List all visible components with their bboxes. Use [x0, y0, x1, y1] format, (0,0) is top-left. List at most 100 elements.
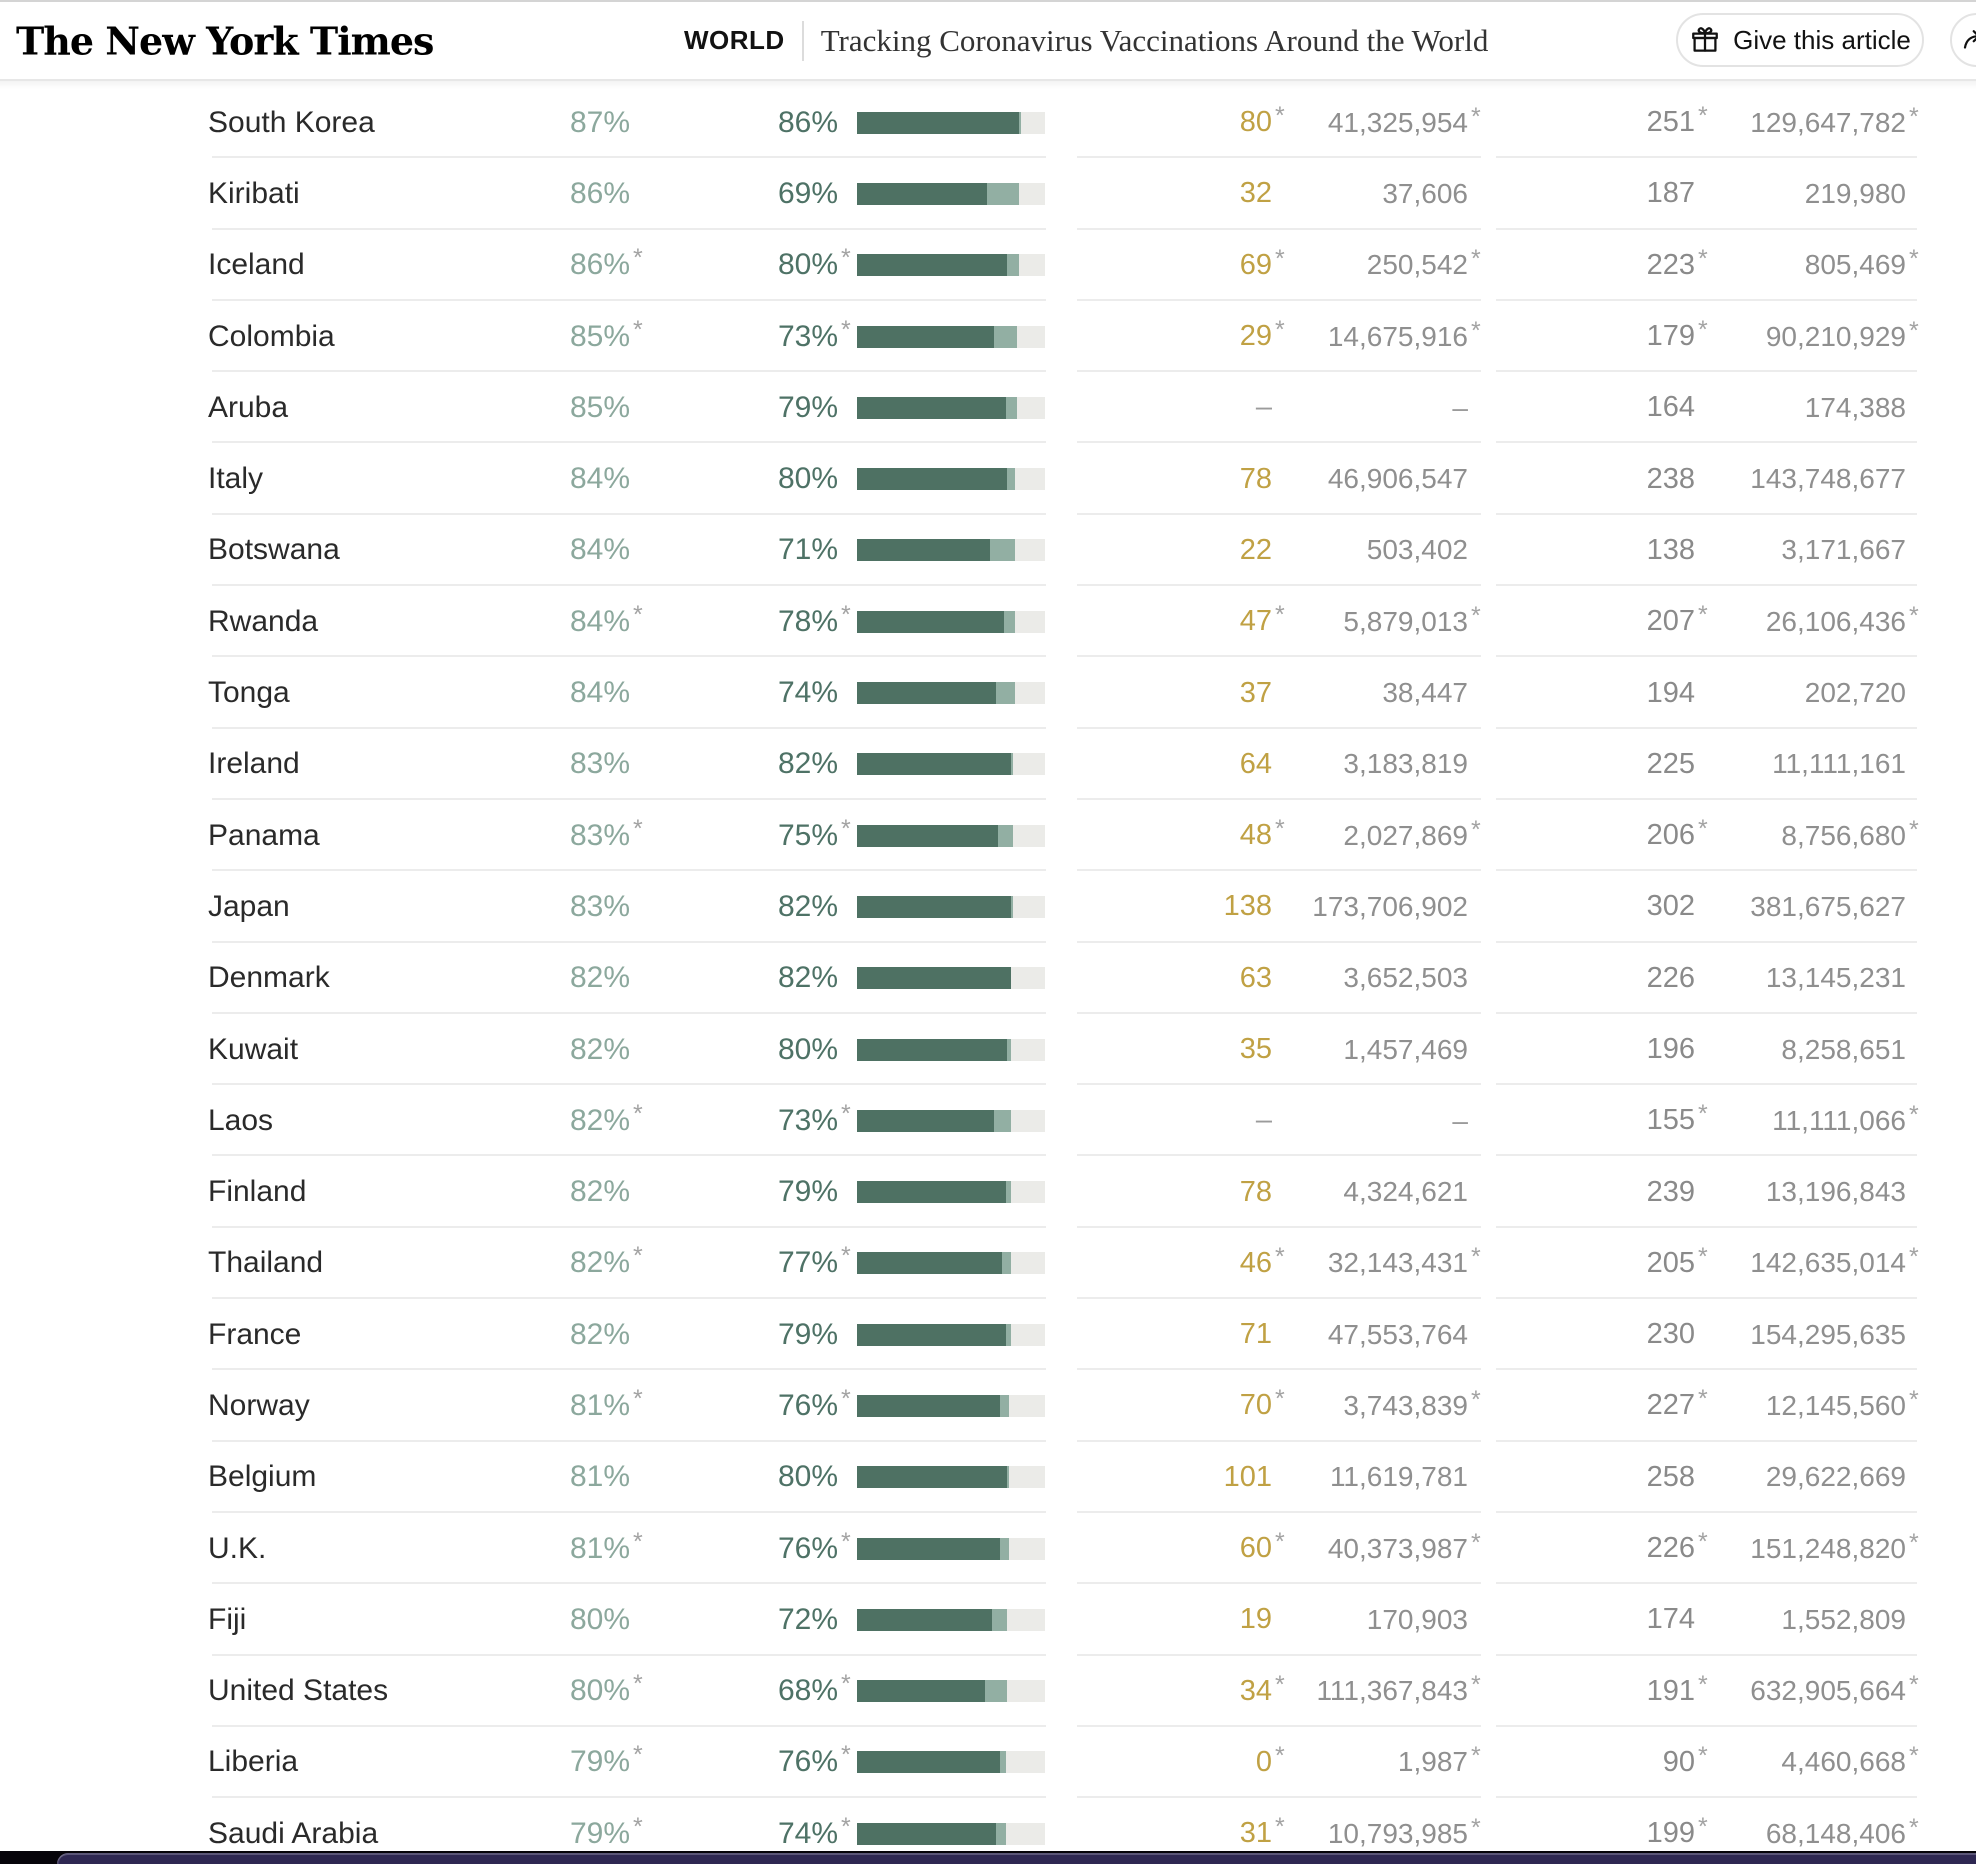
bar-one-dose-segment: [996, 682, 1015, 705]
bar-fully-vaccinated-segment: [857, 1680, 985, 1703]
pct-at-least-one-dose: 81% *: [569, 1384, 643, 1422]
total-doses-count: 90,210,929 *: [1765, 316, 1919, 352]
pct-at-least-one-dose: 82% *: [569, 1242, 643, 1280]
row-divider: [1496, 156, 1917, 159]
doses-given-count: 3,652,503: [1343, 962, 1468, 994]
row-divider: [1496, 1510, 1917, 1513]
pct-fully-vaccinated: 80%: [777, 1460, 838, 1494]
total-doses-count: 26,106,436 *: [1765, 601, 1919, 637]
total-doses-per-100: 199 *: [1646, 1813, 1708, 1850]
table-row: Saudi Arabia 79% * 74% * 31 * 10,793,985 * 199 * 68…: [0, 1798, 1976, 1864]
row-divider: [1077, 1297, 1481, 1300]
country-name: Kuwait: [208, 1032, 299, 1066]
vaccination-bar-cell: [857, 515, 1045, 586]
table-row: United States 80% * 68% * 34 * 111,367,843 * 191 *…: [0, 1656, 1976, 1727]
row-divider: [1496, 797, 1917, 800]
total-doses-count: 11,111,066 *: [1772, 1100, 1919, 1136]
gift-icon: [1692, 27, 1718, 52]
total-doses-per-100: 226 *: [1646, 1528, 1708, 1565]
doses-given-count: 37,606: [1382, 177, 1468, 209]
row-divider: [1496, 1154, 1917, 1157]
row-divider: [212, 1011, 1046, 1014]
pct-at-least-one-dose: 80%: [569, 1602, 630, 1636]
row-divider: [1077, 227, 1481, 230]
asterisk-footnote: *: [1909, 102, 1919, 131]
give-this-article-button[interactable]: Give this article: [1676, 13, 1924, 67]
pct-at-least-one-dose: 84% *: [569, 600, 643, 638]
recent-doses-per-100: 138: [1223, 890, 1272, 923]
country-name: Panama: [208, 818, 320, 852]
asterisk-footnote: *: [633, 1242, 643, 1271]
asterisk-footnote: *: [633, 1527, 643, 1556]
bar-fully-vaccinated-segment: [857, 967, 1012, 990]
asterisk-footnote: *: [1698, 1813, 1708, 1842]
table-row: Fiji 80% 72% 19 170,903 174 1,552,809: [0, 1584, 1976, 1656]
pct-fully-vaccinated: 80% *: [777, 244, 851, 282]
asterisk-footnote: *: [1909, 1100, 1919, 1129]
vaccination-bar: [857, 1537, 1045, 1560]
bar-one-dose-segment: [1003, 610, 1015, 633]
asterisk-footnote: *: [1909, 1813, 1919, 1842]
asterisk-footnote: *: [1471, 1671, 1481, 1700]
row-divider: [212, 227, 1046, 230]
bar-fully-vaccinated-segment: [857, 468, 1008, 491]
row-divider: [212, 797, 1046, 800]
bar-fully-vaccinated-segment: [857, 895, 1012, 918]
section-label-world[interactable]: WORLD: [684, 25, 785, 55]
total-doses-count: 151,248,820 *: [1750, 1528, 1919, 1564]
bar-one-dose-segment: [1007, 468, 1015, 491]
row-divider: [212, 584, 1046, 587]
vaccination-bar: [857, 539, 1045, 562]
asterisk-footnote: *: [1275, 601, 1285, 630]
row-divider: [1496, 869, 1917, 872]
asterisk-footnote: *: [1275, 102, 1285, 131]
asterisk-footnote: *: [1909, 1243, 1919, 1272]
recent-doses-per-100: 47 *: [1239, 601, 1285, 638]
doses-given-count: 11,619,781: [1329, 1461, 1468, 1493]
row-divider: [212, 940, 1046, 943]
recent-doses-per-100: 0 *: [1255, 1741, 1285, 1778]
recent-doses-per-100: 78: [1239, 1175, 1272, 1208]
vaccination-bar-cell: [857, 1513, 1045, 1584]
vaccination-bar: [857, 824, 1045, 847]
vaccination-bar-cell: [857, 301, 1045, 372]
row-divider: [1077, 1083, 1481, 1086]
vaccination-bar-cell: [857, 1156, 1045, 1227]
row-divider: [1077, 1011, 1481, 1014]
bar-fully-vaccinated-segment: [857, 1608, 993, 1631]
bar-fully-vaccinated-segment: [857, 1038, 1008, 1061]
vaccination-bar: [857, 1608, 1045, 1631]
pct-at-least-one-dose: 82%: [569, 1175, 630, 1209]
asterisk-footnote: *: [1698, 601, 1708, 630]
vaccination-bar-cell: [857, 1228, 1045, 1299]
table-row: Japan 83% 82% 138 173,706,902 302 381,675,627: [0, 871, 1976, 943]
total-doses-per-100: 138: [1646, 533, 1695, 566]
pct-fully-vaccinated: 82%: [777, 747, 838, 781]
pct-fully-vaccinated: 77% *: [777, 1242, 851, 1280]
country-name: Finland: [208, 1175, 307, 1209]
asterisk-footnote: *: [633, 1670, 643, 1699]
total-doses-per-100: 207 *: [1646, 601, 1708, 638]
country-name: Belgium: [208, 1460, 317, 1494]
vaccination-bar-cell: [857, 657, 1045, 728]
pct-fully-vaccinated: 69%: [777, 176, 838, 210]
total-doses-per-100: 194: [1646, 676, 1695, 709]
vaccination-bar: [857, 468, 1045, 491]
vaccination-bar: [857, 254, 1045, 277]
doses-given-count: 170,903: [1366, 1603, 1468, 1635]
total-doses-per-100: 258: [1646, 1460, 1695, 1493]
pct-fully-vaccinated: 73% *: [777, 315, 851, 353]
table-row: Ireland 83% 82% 64 3,183,819 225 11,111,161: [0, 729, 1976, 800]
total-doses-count: 174,388: [1804, 391, 1906, 423]
vaccination-bar-cell: [857, 871, 1045, 942]
row-divider: [212, 869, 1046, 872]
table-row: Colombia 85% * 73% * 29 * 14,675,916 * 179 * 90,210…: [0, 301, 1976, 373]
vaccination-bar-cell: [857, 1442, 1045, 1513]
nyt-logo[interactable]: The New York Times: [16, 18, 434, 63]
bar-fully-vaccinated-segment: [857, 1822, 997, 1845]
bar-one-dose-segment: [999, 1394, 1010, 1417]
bar-fully-vaccinated-segment: [857, 610, 1004, 633]
table-row: Liberia 79% * 76% * 0 * 1,987 * 90 * 4,460,668 *: [0, 1727, 1976, 1799]
asterisk-footnote: *: [633, 600, 643, 629]
share-button[interactable]: [1950, 13, 1976, 67]
